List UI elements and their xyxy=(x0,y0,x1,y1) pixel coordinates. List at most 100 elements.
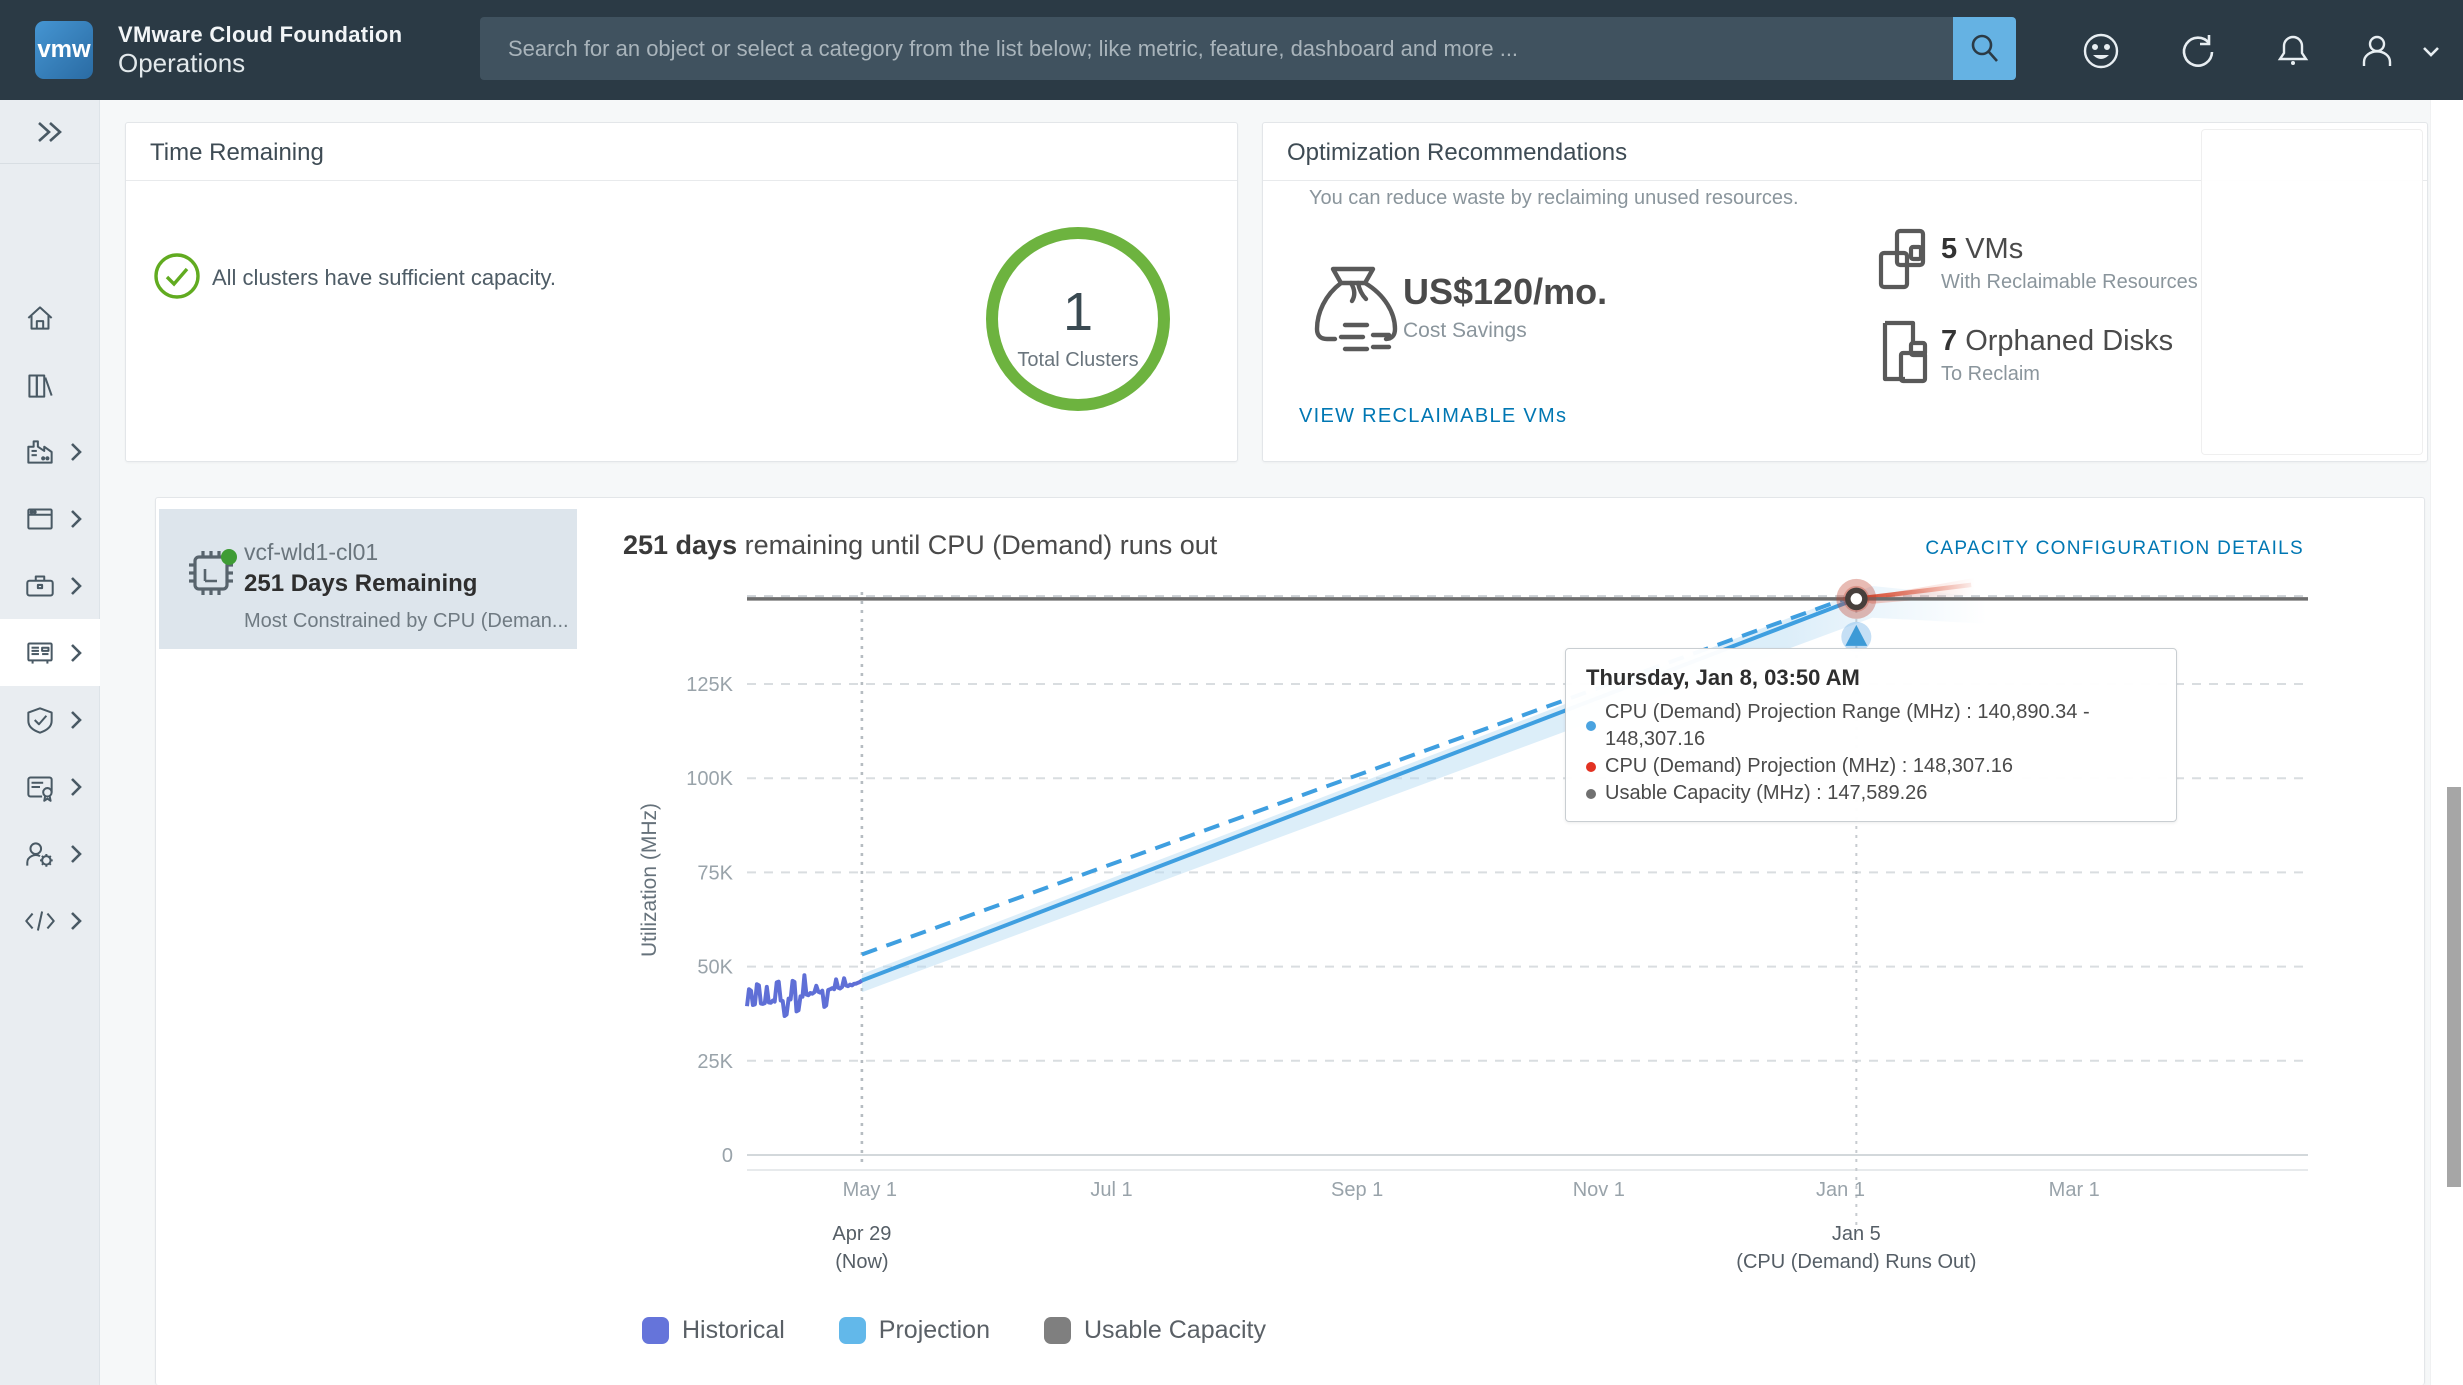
optimization-recommendations-card: Optimization Recommendations You can red… xyxy=(1262,122,2428,462)
window-icon xyxy=(27,507,53,530)
sidebar-item-developer[interactable] xyxy=(0,887,100,954)
capacity-configuration-details-link[interactable]: CAPACITY CONFIGURATION DETAILS xyxy=(1925,538,2304,559)
svg-text:75K: 75K xyxy=(697,862,733,884)
svg-text:100K: 100K xyxy=(686,768,733,790)
view-reclaimable-vms-link[interactable]: VIEW RECLAIMABLE VMs xyxy=(1299,405,1568,427)
user-gear-icon xyxy=(26,841,53,867)
notifications-bell-icon[interactable] xyxy=(2272,30,2314,72)
chevron-right-icon xyxy=(71,710,82,729)
vms-icon xyxy=(1878,228,1926,290)
search-input[interactable] xyxy=(480,17,1953,80)
shield-check-icon xyxy=(27,706,53,734)
refresh-icon[interactable] xyxy=(2176,30,2218,72)
cluster-constraint: Most Constrained by CPU (Deman... xyxy=(244,610,569,632)
tooltip-row: CPU (Demand) Projection (MHz) : 148,307.… xyxy=(1586,753,2156,780)
chevron-right-icon xyxy=(71,576,82,595)
money-bag-icon xyxy=(1314,266,1398,352)
chart-tooltip: Thursday, Jan 8, 03:50 AM CPU (Demand) P… xyxy=(1565,648,2177,822)
library-icon xyxy=(28,373,53,398)
scrollbar-thumb[interactable] xyxy=(2447,787,2461,1187)
svg-text:Sep 1: Sep 1 xyxy=(1331,1179,1383,1201)
search-button[interactable] xyxy=(1953,17,2016,80)
disks-unit: Orphaned Disks xyxy=(1957,325,2174,357)
series-dot-icon xyxy=(1586,721,1596,731)
sidebar-item-library[interactable] xyxy=(0,351,100,418)
divider xyxy=(1263,180,2427,181)
chevron-right-icon xyxy=(71,509,82,528)
orphaned-disk-icon xyxy=(1882,320,1928,384)
home-icon xyxy=(27,305,53,330)
legend-item-projection[interactable]: Projection xyxy=(838,1316,990,1345)
cost-savings-value: US$120/mo. xyxy=(1403,271,1608,312)
legend-swatch xyxy=(642,1317,669,1344)
svg-text:Jan 5: Jan 5 xyxy=(1832,1223,1881,1245)
status-dot xyxy=(221,549,237,565)
svg-text:Utilization (MHz): Utilization (MHz) xyxy=(638,803,661,957)
chart-title: 251 days remaining until CPU (Demand) ru… xyxy=(623,530,1218,560)
chevron-right-icon xyxy=(71,844,82,863)
chevron-right-icon xyxy=(71,777,82,796)
svg-text:Jan 1: Jan 1 xyxy=(1816,1179,1865,1201)
search-icon xyxy=(1971,34,1998,62)
app-title: VMware Cloud Foundation xyxy=(118,22,403,47)
legend-item-historical[interactable]: Historical xyxy=(642,1316,785,1345)
cpu-chip-icon xyxy=(189,549,237,595)
svg-text:Jul 1: Jul 1 xyxy=(1090,1179,1132,1201)
cluster-name: vcf-wld1-cl01 xyxy=(244,539,379,565)
time-remaining-card: Time Remaining All clusters have suffici… xyxy=(125,122,1238,462)
clusters-status-text: All clusters have sufficient capacity. xyxy=(212,265,557,290)
legend-swatch xyxy=(1043,1317,1071,1344)
legend-label: Usable Capacity xyxy=(1083,1316,1266,1344)
optimization-subtitle: You can reduce waste by reclaiming unuse… xyxy=(1309,187,1799,209)
total-clusters-label: Total Clusters xyxy=(1017,349,1139,371)
svg-text:(CPU (Demand) Runs Out): (CPU (Demand) Runs Out) xyxy=(1736,1251,1976,1273)
tooltip-row: Usable Capacity (MHz) : 147,589.26 xyxy=(1586,780,2156,807)
svg-text:50K: 50K xyxy=(697,957,733,979)
capacity-forecast-card: vcf-wld1-cl01 251 Days Remaining Most Co… xyxy=(155,497,2425,1385)
code-icon xyxy=(25,910,55,931)
user-icon[interactable] xyxy=(2356,30,2398,72)
optimization-title: Optimization Recommendations xyxy=(1287,139,1628,166)
sidebar-item-home[interactable] xyxy=(0,284,100,351)
time-remaining-title: Time Remaining xyxy=(150,139,324,166)
sidebar-item-dashboards[interactable] xyxy=(0,485,100,552)
svg-text:0: 0 xyxy=(722,1145,733,1167)
chevron-right-icon xyxy=(71,643,82,662)
legend-label: Historical xyxy=(682,1316,785,1344)
chevron-right-icon xyxy=(71,911,82,930)
legend-swatch xyxy=(838,1317,866,1344)
sidebar-item-capacity[interactable] xyxy=(0,619,100,686)
svg-text:25K: 25K xyxy=(697,1051,733,1073)
double-chevron-right-icon xyxy=(38,121,62,142)
vms-unit: VMs xyxy=(1957,233,2024,265)
sidebar-item-licensing[interactable] xyxy=(0,753,100,820)
chevron-right-icon xyxy=(71,442,82,461)
svg-text:(Now): (Now) xyxy=(835,1251,888,1273)
svg-text:Mar 1: Mar 1 xyxy=(2049,1179,2100,1201)
sidebar-item-tools[interactable] xyxy=(0,552,100,619)
app-subtitle: Operations xyxy=(118,48,246,78)
legend-item-usable-capacity[interactable]: Usable Capacity xyxy=(1043,1316,1266,1345)
svg-text:Apr 29: Apr 29 xyxy=(832,1223,891,1245)
series-dot-icon xyxy=(1586,788,1596,799)
sidebar-expand-button[interactable] xyxy=(0,100,100,164)
vms-count-line: 5 VMs xyxy=(1941,233,2023,266)
vmware-logo: vmw xyxy=(35,21,93,79)
certificate-icon xyxy=(27,775,53,802)
cluster-list-item[interactable]: vcf-wld1-cl01 251 Days Remaining Most Co… xyxy=(159,509,577,649)
disks-sub-label: To Reclaim xyxy=(1941,363,2040,385)
vms-count: 5 xyxy=(1941,233,1958,265)
svg-text:125K: 125K xyxy=(686,674,733,696)
chevron-down-icon[interactable] xyxy=(2416,30,2446,72)
sidebar-item-compliance[interactable] xyxy=(0,686,100,753)
feedback-smiley-icon[interactable] xyxy=(2080,30,2122,72)
sidebar-item-administration[interactable] xyxy=(0,820,100,887)
total-clusters-ring: 1 Total Clusters xyxy=(978,219,1178,419)
divider xyxy=(126,180,1237,181)
cluster-days-remaining: 251 Days Remaining xyxy=(244,570,478,597)
cost-savings-label: Cost Savings xyxy=(1403,319,1527,342)
sidebar-item-environment[interactable] xyxy=(0,418,100,485)
total-clusters-count: 1 xyxy=(1062,282,1094,342)
svg-text:May 1: May 1 xyxy=(843,1179,897,1201)
